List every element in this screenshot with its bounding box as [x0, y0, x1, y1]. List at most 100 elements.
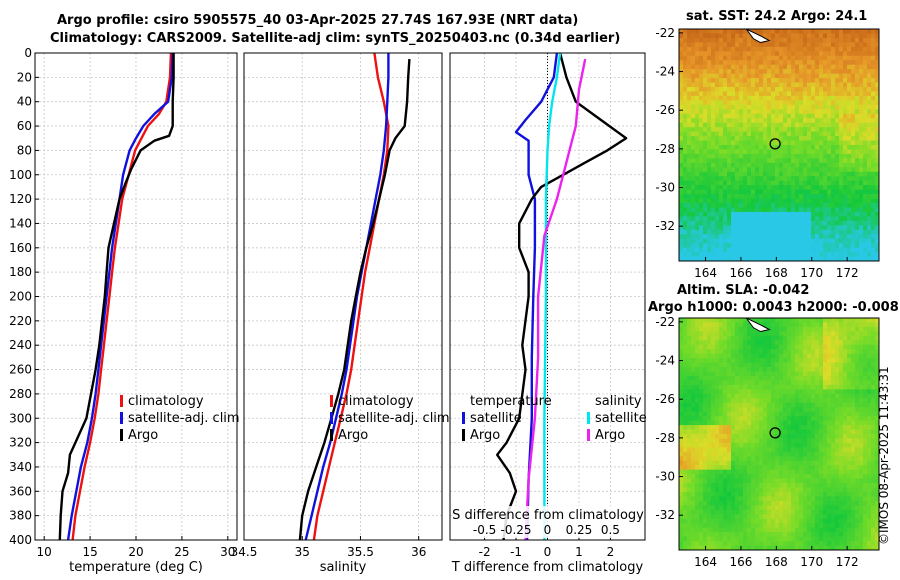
map-cell [687, 425, 692, 430]
map-cell [779, 82, 784, 88]
map-cell [799, 194, 804, 199]
map-cell [827, 216, 832, 222]
map-cell [727, 78, 732, 83]
map-cell [755, 189, 760, 195]
map-cell [823, 131, 828, 137]
map-cell [691, 318, 696, 323]
map-cell [791, 393, 796, 399]
map-cell [759, 438, 764, 444]
map-cell [847, 207, 852, 213]
map-cell [863, 171, 868, 177]
map-cell [743, 180, 748, 186]
map-cell [739, 362, 744, 368]
map-cell [751, 505, 756, 511]
map-cell [787, 429, 792, 435]
map-cell [747, 189, 752, 195]
map-cell [843, 51, 848, 57]
map-cell [731, 87, 736, 92]
map-cell [815, 420, 820, 426]
map-cell [799, 104, 804, 110]
map-cell [823, 451, 828, 457]
map-cell [859, 220, 864, 226]
map-cell [755, 434, 760, 439]
map-cell [767, 229, 772, 235]
map-cell [743, 162, 748, 168]
map-cell [679, 376, 684, 381]
map-cell [827, 153, 832, 159]
map-cell [687, 326, 692, 332]
map-cell [831, 158, 836, 164]
map-cell [775, 389, 780, 395]
map-cell [855, 469, 860, 475]
map-cell [815, 442, 820, 448]
map-cell [719, 376, 724, 381]
map-cell [703, 398, 708, 404]
map-cell [875, 171, 880, 177]
map-cell [855, 474, 860, 480]
map-cell [759, 393, 764, 399]
map-cell [803, 465, 808, 471]
map-cell [695, 247, 700, 253]
map-cell [739, 252, 744, 257]
map-cell [795, 505, 800, 511]
map-cell [739, 145, 744, 150]
map-cell [759, 380, 764, 386]
map-cell [843, 256, 848, 262]
map-cell [835, 434, 840, 439]
map-cell [683, 371, 688, 377]
map-cell [751, 203, 756, 208]
map-cell [787, 500, 792, 506]
map-cell [703, 362, 708, 368]
map-cell [771, 492, 776, 497]
map-cell [839, 252, 844, 257]
map-cell [779, 411, 784, 417]
map-cell [811, 234, 816, 240]
map-cell [679, 483, 684, 488]
map-cell [759, 118, 764, 124]
map-cell [795, 416, 800, 422]
map-cell [755, 131, 760, 137]
map-cell [791, 353, 796, 359]
map-cell [679, 225, 684, 231]
map-cell [775, 189, 780, 195]
map-cell [691, 73, 696, 79]
map-cell [771, 496, 776, 502]
map-cell [715, 442, 720, 448]
map-cell [807, 500, 812, 506]
map-cell [755, 367, 760, 372]
map-cell [815, 465, 820, 471]
map-cell [683, 131, 688, 137]
map-cell [783, 29, 788, 34]
map-cell [747, 487, 752, 493]
map-cell [831, 113, 836, 119]
map-cell [751, 478, 756, 484]
map-cell [811, 492, 816, 497]
map-cell [731, 252, 736, 257]
map-cell [679, 407, 684, 413]
map-cell [847, 362, 852, 368]
map-cell [863, 55, 868, 61]
map-cell [815, 153, 820, 159]
map-cell [711, 113, 716, 119]
map-cell [807, 73, 812, 79]
map-cell [699, 189, 704, 195]
map-cell [811, 207, 816, 213]
map-cell [683, 87, 688, 92]
map-cell [719, 211, 724, 217]
map-cell [827, 420, 832, 426]
map-cell [727, 109, 732, 115]
map-cell [747, 78, 752, 83]
map-cell [711, 220, 716, 226]
map-cell [747, 33, 752, 39]
map-cell [847, 198, 852, 204]
map-cell [827, 451, 832, 457]
map-cell [711, 91, 716, 97]
map-cell [839, 384, 844, 390]
map-cell [855, 429, 860, 435]
map-cell [739, 33, 744, 39]
map-cell [799, 434, 804, 439]
map-cell [687, 73, 692, 79]
map-cell [691, 189, 696, 195]
map-cell [695, 384, 700, 390]
map-cell [751, 171, 756, 177]
